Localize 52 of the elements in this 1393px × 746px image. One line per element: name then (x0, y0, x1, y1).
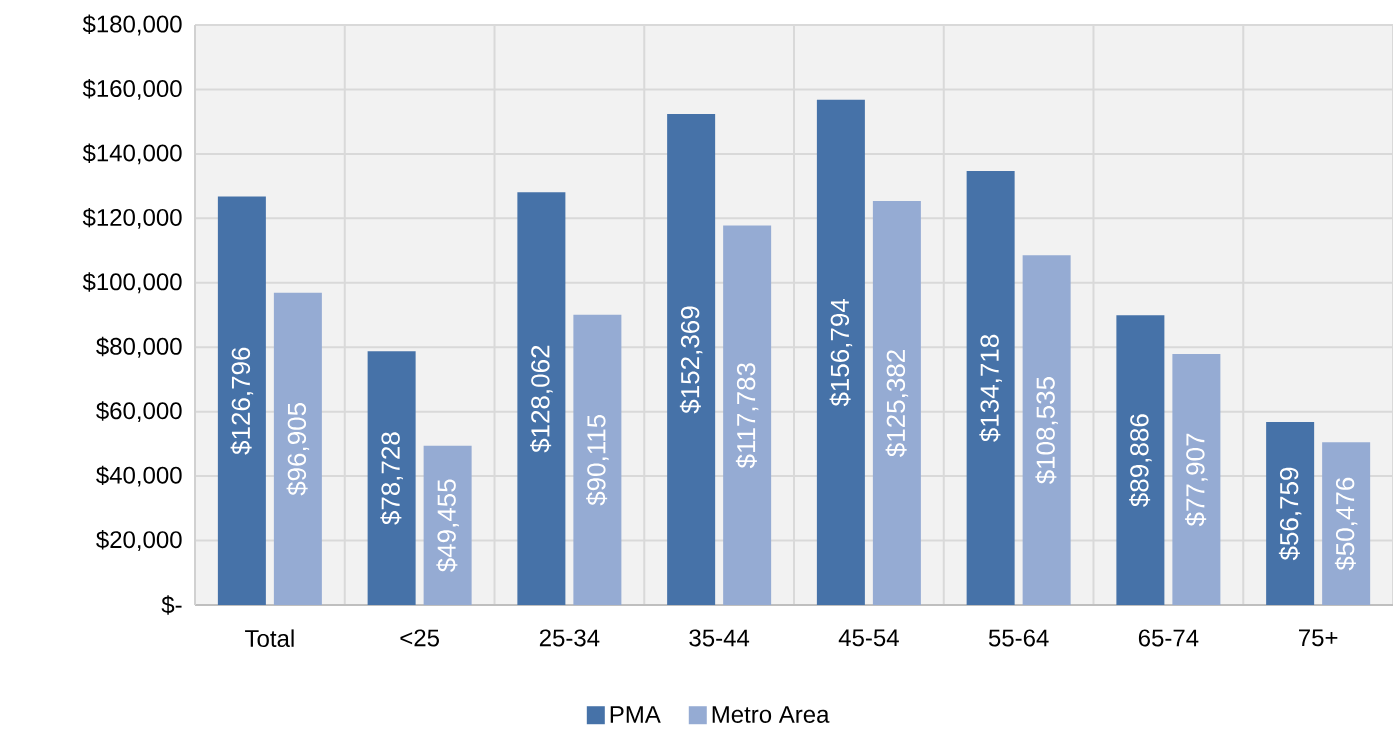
data-label: $89,886 (1129, 414, 1152, 507)
y-tick-label: $60,000 (96, 401, 182, 423)
bar (367, 351, 416, 605)
bar (517, 192, 566, 605)
bar (217, 196, 266, 605)
data-label: $50,476 (1334, 477, 1358, 571)
x-tick-label: <25 (400, 629, 439, 647)
y-tick-label: $160,000 (82, 79, 182, 100)
y-tick-label: $20,000 (96, 530, 182, 551)
y-tick-label: $100,000 (82, 272, 182, 294)
data-label: $77,907 (1185, 433, 1208, 527)
bar (816, 99, 865, 605)
legend-label: Metro Area (712, 706, 830, 723)
data-label: $49,455 (436, 479, 459, 573)
data-label: $108,535 (1035, 377, 1058, 485)
y-tick-label: $80,000 (96, 336, 182, 358)
y-tick-label: $120,000 (82, 207, 182, 229)
data-label: $117,783 (735, 363, 759, 469)
bar (1172, 353, 1221, 605)
y-tick-label: $140,000 (82, 143, 182, 165)
bar (1266, 422, 1315, 605)
x-tick-label: 75+ (1299, 629, 1338, 647)
x-tick-label: Total (245, 629, 294, 648)
bar (723, 225, 772, 605)
bar (273, 292, 322, 605)
bar (1022, 255, 1071, 605)
data-label: $126,796 (230, 347, 254, 455)
data-label: $152,369 (679, 306, 703, 414)
bar (1322, 442, 1371, 605)
data-label: $134,718 (979, 334, 1002, 442)
data-label: $56,759 (1278, 467, 1302, 561)
x-tick-label: 65-74 (1138, 629, 1199, 647)
bar (573, 314, 622, 605)
data-label: $156,794 (829, 298, 853, 407)
y-tick-label: $- (161, 595, 182, 615)
bar (1116, 315, 1165, 605)
data-label: $90,115 (586, 414, 609, 506)
y-tick-label: $40,000 (96, 465, 182, 487)
x-tick-label: 55-64 (988, 629, 1049, 647)
bar (423, 445, 472, 605)
bar (872, 200, 921, 605)
bar (667, 114, 716, 605)
data-label: $125,382 (885, 350, 909, 457)
legend-label: PMA (610, 706, 661, 723)
x-tick-label: 45-54 (838, 629, 899, 647)
data-label: $128,062 (530, 345, 553, 453)
data-label: $96,905 (286, 402, 310, 496)
data-label: $78,728 (380, 432, 403, 525)
y-tick-label: $180,000 (82, 14, 182, 36)
x-tick-label: 35-44 (689, 629, 750, 647)
x-tick-label: 25-34 (539, 629, 600, 647)
bar (966, 170, 1015, 605)
